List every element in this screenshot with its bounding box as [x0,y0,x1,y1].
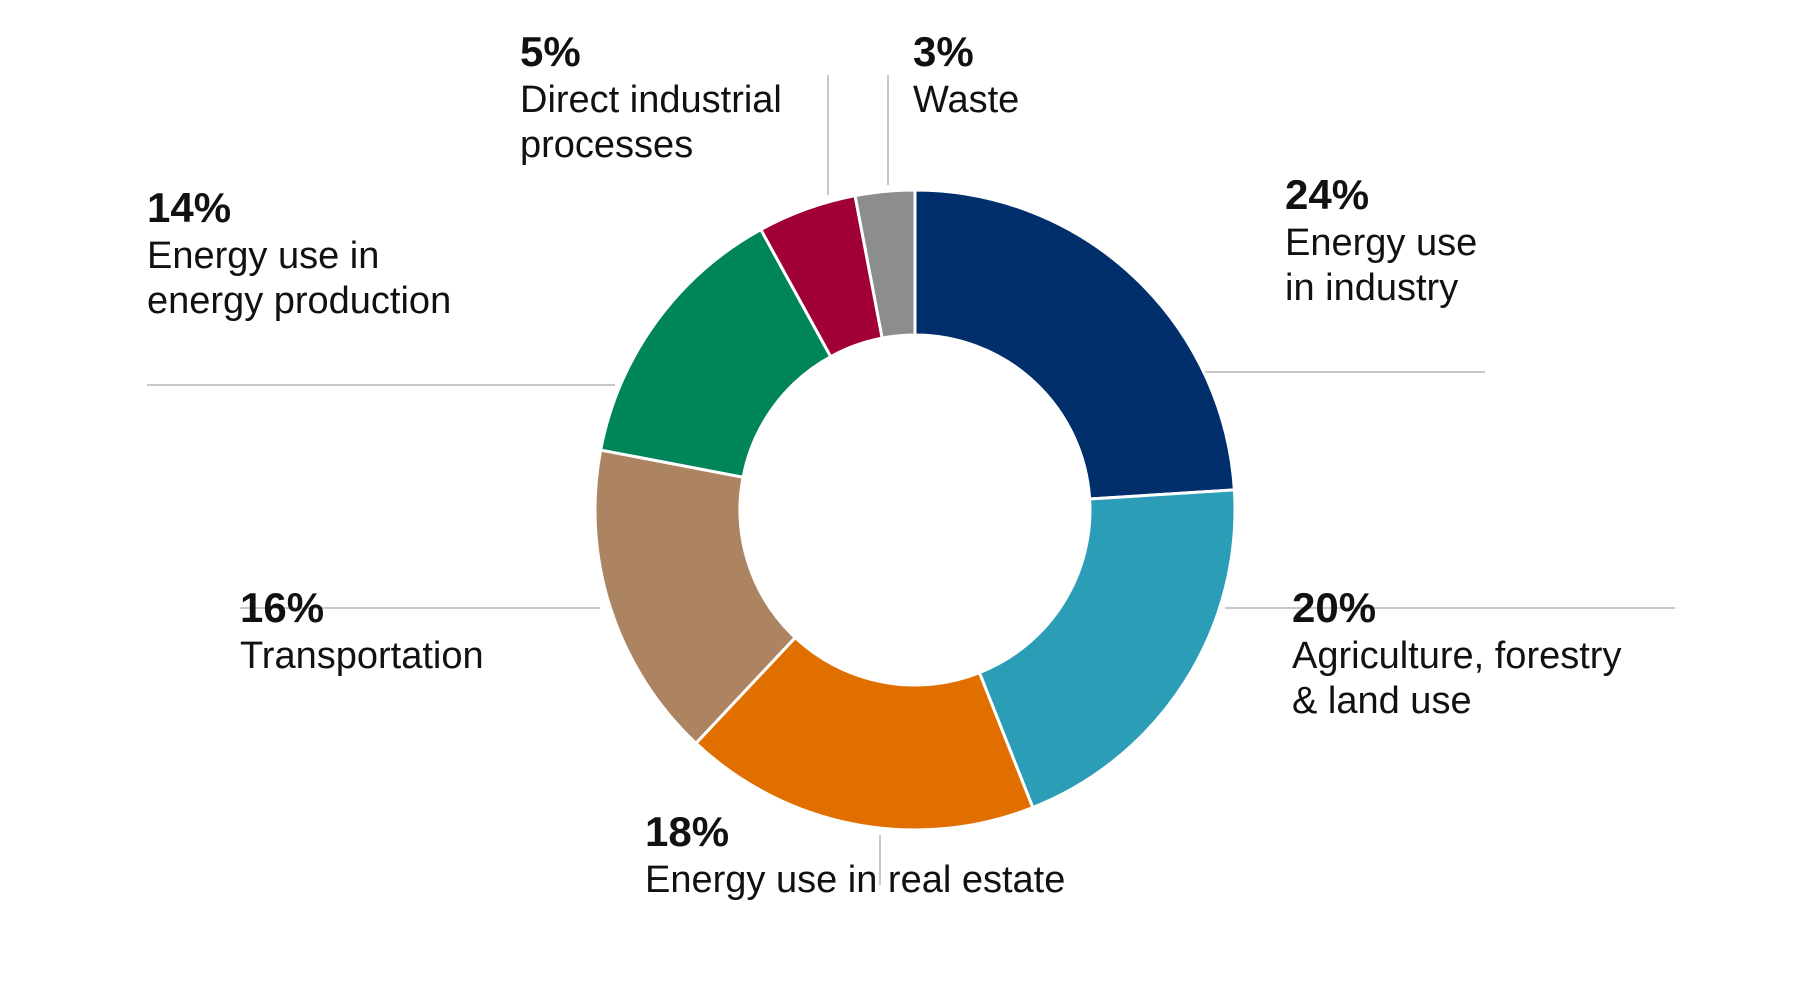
slice-category-label-3-0: Transportation [240,635,484,677]
slice-4 [598,227,833,479]
slice-value-label-5: 5% [520,28,581,75]
slice-category-label-4-0: Energy use in [147,235,379,277]
slice-value-label-4: 14% [147,184,231,231]
slice-category-label-2-0: Energy use in real estate [645,859,1065,901]
slice-1 [977,488,1237,810]
slice-value-label-1: 20% [1292,584,1376,631]
slice-3 [593,448,798,746]
donut-slices [593,188,1237,832]
slice-category-label-4-1: energy production [147,280,451,322]
slice-6 [853,188,917,340]
slice-0 [913,188,1236,501]
slice-value-label-0: 24% [1285,171,1369,218]
slice-category-label-1-0: Agriculture, forestry [1292,635,1621,677]
slice-category-label-5-1: processes [520,124,693,166]
slice-value-label-2: 18% [645,808,729,855]
slice-category-label-0-0: Energy use [1285,222,1477,264]
slice-value-label-6: 3% [913,28,974,75]
slice-2 [693,635,1035,832]
slice-category-label-5-0: Direct industrial [520,79,782,121]
slice-category-label-6-0: Waste [913,79,1019,121]
slice-category-label-1-1: & land use [1292,680,1472,722]
slice-value-label-3: 16% [240,584,324,631]
leader-lines [147,75,1675,885]
slice-category-label-0-1: in industry [1285,267,1458,309]
